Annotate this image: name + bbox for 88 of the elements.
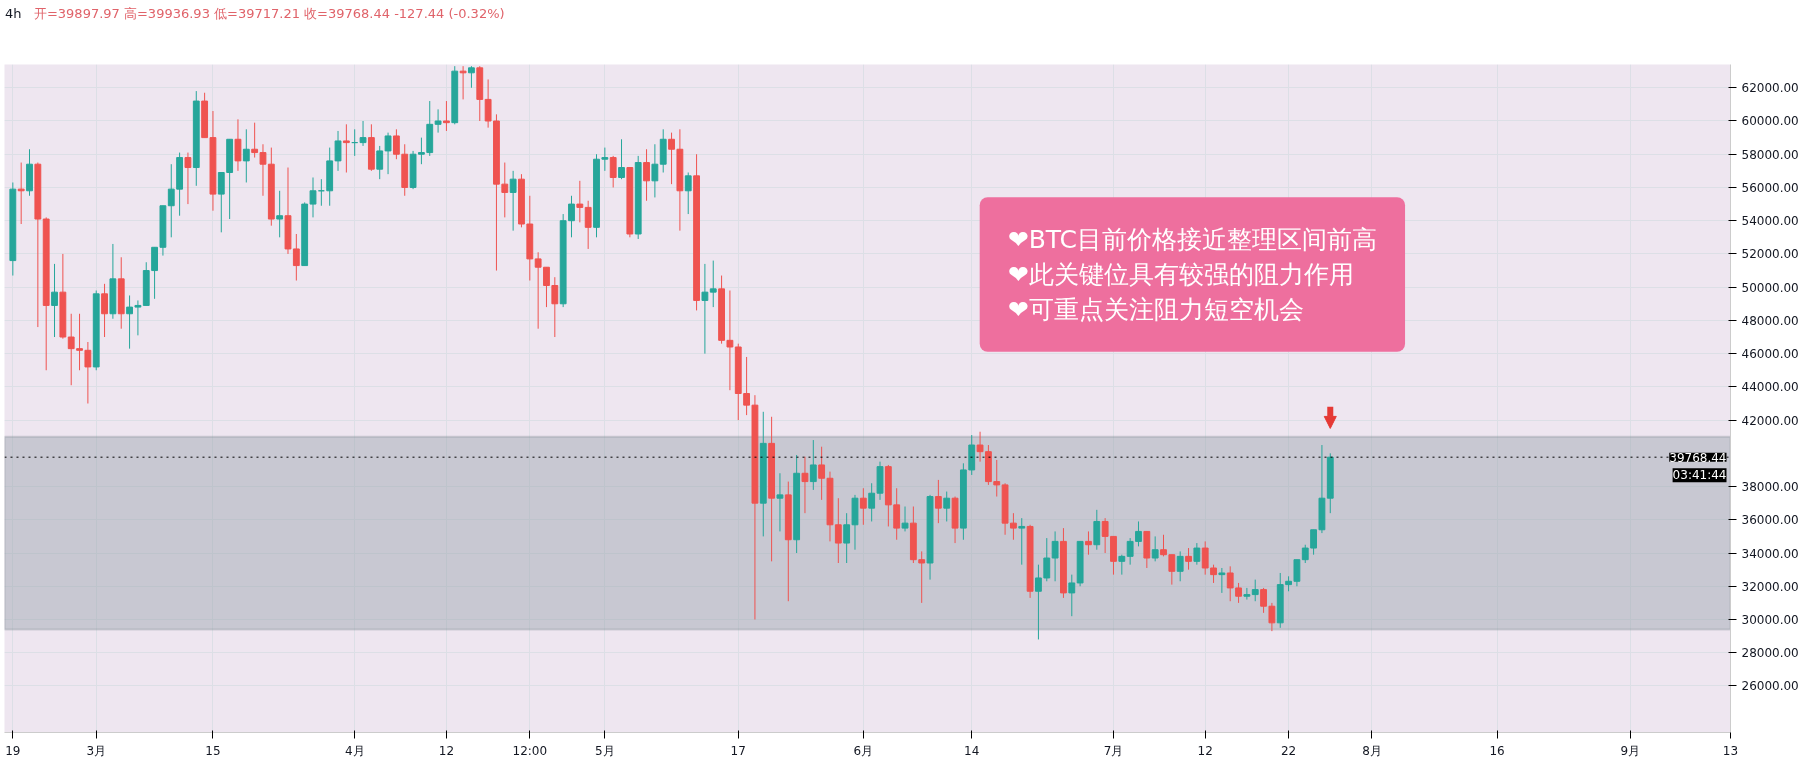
y-tick-label: 36000.00 bbox=[1741, 513, 1799, 528]
y-tick-label: 46000.00 bbox=[1741, 347, 1799, 362]
candlestick bbox=[584, 200, 592, 250]
candlestick bbox=[1176, 550, 1184, 582]
candlestick bbox=[1093, 509, 1101, 551]
candlestick bbox=[1018, 517, 1026, 566]
candlestick bbox=[776, 472, 784, 532]
candlestick bbox=[51, 263, 58, 338]
candlestick bbox=[1051, 530, 1059, 582]
y-tick-label: 52000.00 bbox=[1741, 247, 1799, 262]
y-tick-label: 28000.00 bbox=[1741, 646, 1799, 661]
candlestick bbox=[459, 65, 467, 100]
candlestick bbox=[709, 260, 717, 308]
candlestick bbox=[576, 180, 584, 223]
x-tick-label: 8月 bbox=[1362, 743, 1382, 758]
candlestick bbox=[1185, 547, 1192, 571]
x-tick-label: 13 bbox=[1722, 743, 1739, 758]
x-tick-label: 12 bbox=[438, 743, 455, 758]
y-tick-label: 30000.00 bbox=[1741, 613, 1799, 628]
candlestick bbox=[234, 118, 242, 172]
x-tick-label: 9月 bbox=[1620, 743, 1641, 758]
chart-title: 4h bbox=[5, 6, 22, 21]
candlestick bbox=[934, 479, 942, 524]
x-tick-label: 3月 bbox=[86, 743, 107, 758]
x-tick-label: 19 bbox=[5, 743, 21, 758]
annotation: ❤BTC目前价格接近整理区间前高 bbox=[1007, 225, 1378, 255]
candlestick bbox=[868, 482, 876, 522]
candlestick bbox=[434, 108, 442, 134]
x-tick-label: 22 bbox=[1280, 743, 1297, 758]
candlestick bbox=[1085, 530, 1092, 556]
x-tick-label: 14 bbox=[964, 743, 980, 758]
candlestick bbox=[276, 190, 284, 238]
y-tick-label: 26000.00 bbox=[1741, 679, 1799, 694]
x-tick-label: 7月 bbox=[1103, 743, 1124, 758]
y-tick-label: 54000.00 bbox=[1741, 214, 1799, 229]
candlestick bbox=[684, 172, 692, 215]
y-tick-label: 56000.00 bbox=[1741, 180, 1799, 195]
x-tick-label: 6月 bbox=[853, 743, 874, 758]
candlestick bbox=[1118, 554, 1126, 576]
candlestick bbox=[17, 162, 25, 225]
annotation: 03:41:44 bbox=[1672, 468, 1727, 483]
candlestick bbox=[651, 143, 659, 198]
y-tick-label: 44000.00 bbox=[1741, 380, 1799, 395]
candlestick bbox=[1218, 567, 1226, 594]
y-tick-label: 32000.00 bbox=[1741, 579, 1799, 594]
y-tick-label: 60000.00 bbox=[1741, 114, 1799, 129]
candlestick bbox=[1151, 535, 1159, 562]
candlestick bbox=[609, 155, 617, 188]
candlestick bbox=[859, 487, 867, 526]
ref-line-label: 39768.44 bbox=[1669, 450, 1727, 465]
candlestick bbox=[101, 283, 108, 338]
candlestick bbox=[184, 152, 192, 205]
y-tick-label: 48000.00 bbox=[1741, 313, 1799, 328]
candlestick bbox=[643, 148, 650, 202]
y-tick-label: 42000.00 bbox=[1741, 413, 1799, 428]
candlestick bbox=[1293, 559, 1301, 587]
x-tick-label: 4月 bbox=[344, 743, 365, 758]
y-tick-label: 38000.00 bbox=[1741, 480, 1799, 495]
candlestick bbox=[618, 138, 625, 180]
y-tick-label: 34000.00 bbox=[1741, 546, 1799, 561]
candlestick bbox=[1193, 542, 1201, 566]
candlestick bbox=[901, 506, 909, 532]
candlestick bbox=[242, 128, 250, 183]
x-tick-label: 12 bbox=[1197, 743, 1213, 758]
candlestick bbox=[1251, 579, 1259, 602]
x-tick-label: 12:00 bbox=[512, 743, 548, 758]
candlestick bbox=[701, 263, 709, 355]
y-tick-label: 58000.00 bbox=[1741, 147, 1799, 162]
annotation: ❤此关键位具有较强的阻力作用 bbox=[1007, 259, 1354, 289]
candlestick bbox=[468, 65, 475, 89]
candlestick bbox=[443, 100, 450, 132]
x-tick-label: 5月 bbox=[595, 743, 615, 758]
candlestick bbox=[342, 123, 350, 174]
candlestick bbox=[943, 491, 951, 522]
y-tick-label: 62000.00 bbox=[1741, 81, 1799, 96]
x-tick-label: 15 bbox=[205, 743, 221, 758]
x-tick-label: 16 bbox=[1489, 743, 1505, 758]
y-tick-label: 50000.00 bbox=[1741, 280, 1799, 295]
candlestick bbox=[601, 147, 609, 172]
candlestick bbox=[509, 170, 517, 232]
candlestick bbox=[534, 251, 542, 330]
candlestick bbox=[809, 439, 817, 491]
candlestick bbox=[1243, 587, 1251, 601]
text: 开=39897.97 高=39936.93 低=39717.21 收=39768.44 -127.44 (-0.32%) bbox=[33, 6, 505, 21]
x-tick-label: 17 bbox=[730, 743, 746, 758]
candlestick bbox=[801, 456, 809, 514]
candlestick bbox=[1068, 574, 1076, 617]
annotation: ❤可重点关注阻力短空机会 bbox=[1007, 294, 1304, 324]
